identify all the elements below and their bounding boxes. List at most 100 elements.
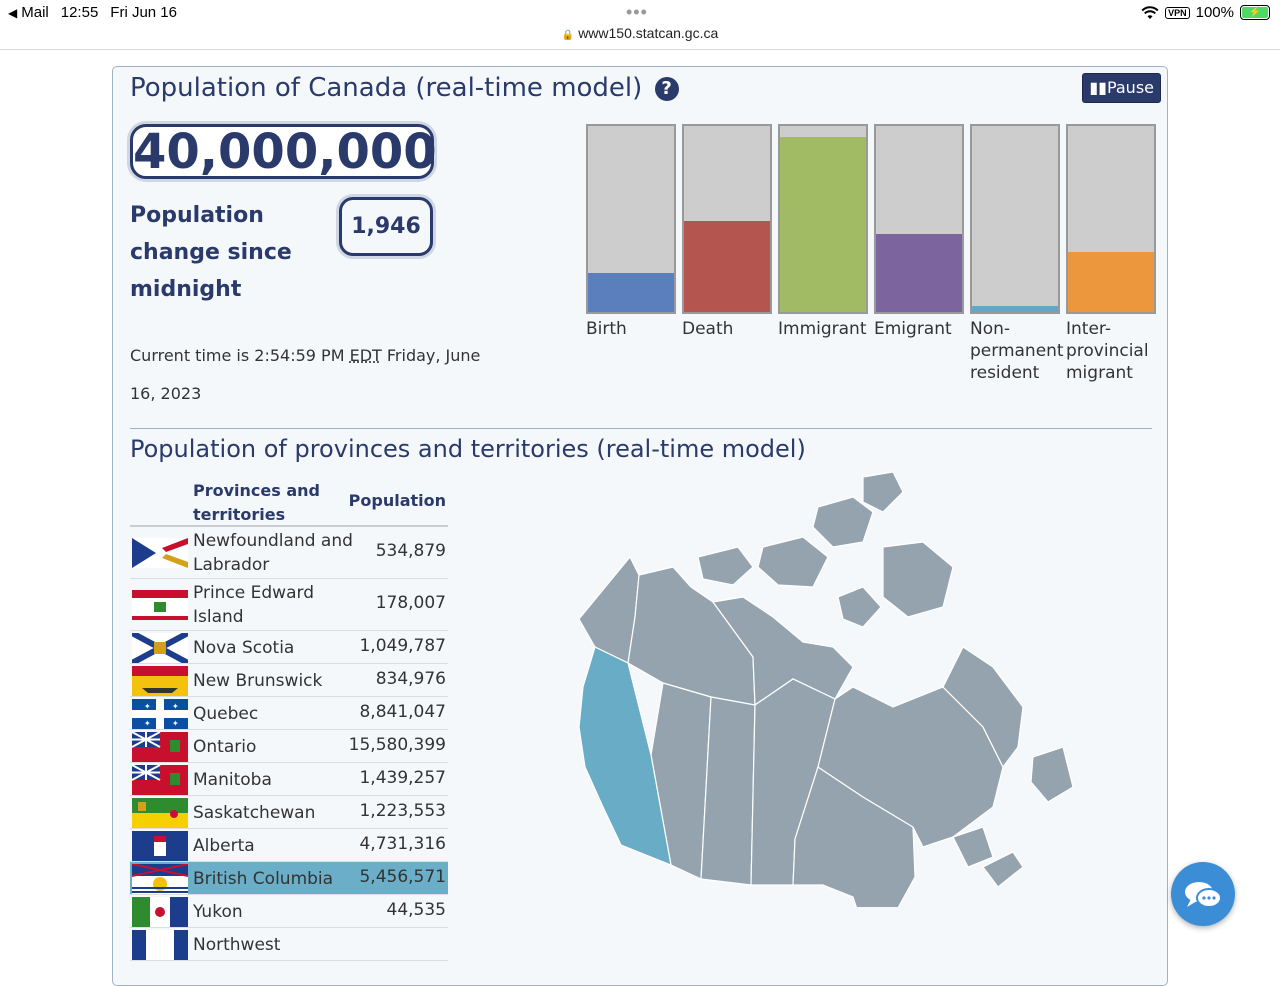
component-bar-4 (970, 124, 1060, 314)
alberta-flag-icon (132, 830, 188, 861)
svg-text:✦: ✦ (172, 702, 179, 711)
province-name: Ontario (193, 737, 257, 757)
province-name: Newfoundland and Labrador (193, 531, 353, 575)
map-arctic-islands-1 (757, 536, 829, 588)
component-bar-label: Inter-provincial migrant (1066, 319, 1149, 383)
back-arrow-icon[interactable]: ◀ (8, 5, 18, 20)
current-time: Current time is 2:54:59 PM EDT Friday, J… (130, 337, 510, 413)
map-arctic-islands-2 (812, 496, 874, 548)
map-alberta (650, 682, 712, 880)
time-prefix: Current time is 2:54:59 PM (130, 346, 345, 365)
province-name: Manitoba (193, 770, 272, 790)
province-population: 834,976 (375, 669, 446, 689)
table-row[interactable]: Manitoba 1,439,257 (130, 763, 448, 796)
province-population: 1,223,553 (359, 801, 446, 821)
table-row[interactable]: Saskatchewan 1,223,553 (130, 796, 448, 829)
map-nunavut (711, 596, 854, 707)
province-population: 15,580,399 (348, 735, 446, 755)
provinces-section-title: Population of provinces and territories … (130, 435, 806, 463)
map-arctic-islands-5 (697, 546, 754, 586)
help-icon[interactable]: ? (654, 77, 679, 101)
component-bar-fill (588, 272, 674, 312)
table-row[interactable]: ✦ ✦ ✦ ✦ Quebec 8,841,047 (130, 697, 448, 730)
svg-text:✦: ✦ (144, 702, 151, 711)
ontario-flag-icon (131, 730, 188, 762)
lock-icon: 🔒 (561, 30, 575, 41)
province-name: Yukon (193, 902, 243, 922)
yukon-flag-icon (132, 896, 188, 927)
time-suffix: Friday, June 16, 2023 (130, 346, 481, 403)
pause-button[interactable]: ▮▮Pause (1082, 73, 1161, 103)
component-bar-label: Non-permanent resident (970, 319, 1064, 383)
col-header-population: Population (348, 491, 446, 510)
more-dots-icon[interactable]: ••• (626, 2, 648, 22)
url-text: www150.statcan.gc.ca (578, 25, 719, 41)
quebec-flag-icon: ✦ ✦ ✦ ✦ (132, 698, 188, 729)
component-bar-label: Emigrant (874, 319, 952, 339)
component-bar-5 (1066, 124, 1156, 314)
province-name: Quebec (193, 704, 259, 724)
saskatchewan-flag-icon (132, 797, 188, 828)
component-bar-fill (876, 233, 962, 312)
svg-text:✦: ✦ (172, 719, 179, 728)
component-bar-2 (778, 124, 868, 314)
province-population: 5,456,571 (359, 867, 446, 887)
component-bar-label: Birth (586, 319, 627, 339)
table-row[interactable]: Newfoundland and Labrador 534,879 (130, 527, 448, 579)
province-population: 178,007 (375, 593, 446, 613)
province-population: 4,731,316 (359, 834, 446, 854)
clock: 12:55 (60, 4, 99, 21)
table-row[interactable]: Prince Edward Island 178,007 (130, 579, 448, 631)
table-row[interactable]: British Columbia 5,456,571 (130, 862, 448, 895)
manitoba-flag-icon (131, 763, 188, 795)
province-population: 1,049,787 (359, 636, 446, 656)
province-name: Prince Edward Island (193, 583, 314, 627)
wifi-icon (1141, 5, 1159, 19)
nova-scotia-flag-icon (130, 629, 190, 666)
province-population: 1,439,257 (359, 768, 446, 788)
section-divider (130, 428, 1152, 429)
table-row[interactable]: Alberta 4,731,316 (130, 829, 448, 862)
new-brunswick-flag-icon (132, 665, 188, 696)
battery-icon: ⚡ (1240, 5, 1270, 20)
ios-status-bar: ◀ Mail 12:55 Fri Jun 16 ••• 🔒 www150.stat… (0, 0, 1280, 50)
total-population-counter: 40,000,000 (130, 124, 437, 179)
province-population: 534,879 (375, 541, 446, 561)
chat-button[interactable] (1171, 862, 1235, 926)
table-header: Provinces and territories Population (130, 475, 448, 527)
svg-text:✦: ✦ (144, 719, 151, 728)
province-name: British Columbia (193, 869, 334, 889)
component-bar-fill (1068, 252, 1154, 312)
back-to-app-link[interactable]: Mail (21, 4, 49, 21)
canada-map[interactable] (563, 467, 1083, 907)
table-row[interactable]: Yukon 44,535 (130, 895, 448, 928)
province-name: Saskatchewan (193, 803, 316, 823)
component-bar-fill (780, 137, 866, 312)
map-arctic-islands-3 (882, 541, 954, 618)
province-name: Alberta (193, 836, 255, 856)
table-row[interactable]: New Brunswick 834,976 (130, 664, 448, 697)
status-left: ◀ Mail 12:55 Fri Jun 16 (8, 4, 177, 21)
table-row[interactable]: Ontario 15,580,399 (130, 730, 448, 763)
table-row[interactable]: Northwest (130, 928, 448, 961)
provinces-table: Provinces and territories Population New… (130, 475, 448, 961)
component-bar-fill (972, 306, 1058, 312)
vpn-badge: VPN (1165, 6, 1190, 19)
pei-flag-icon (132, 590, 188, 620)
nwt-flag-icon (132, 929, 188, 960)
component-bar-label: Immigrant (778, 319, 867, 339)
component-bar-1 (682, 124, 772, 314)
map-british-columbia (578, 646, 672, 866)
date: Fri Jun 16 (110, 4, 177, 21)
battery-percent: 100% (1195, 4, 1234, 21)
panel-title: Population of Canada (real-time model) ? (130, 73, 679, 103)
component-bar-0 (586, 124, 676, 314)
province-population: 44,535 (386, 900, 446, 920)
table-row[interactable]: Nova Scotia 1,049,787 (130, 629, 448, 666)
province-name: Nova Scotia (193, 638, 295, 658)
map-nova-scotia (982, 851, 1024, 888)
table-body: Newfoundland and Labrador 534,879 Prince E… (130, 527, 448, 961)
map-labrador (942, 646, 1024, 769)
time-zone-abbr[interactable]: EDT (349, 346, 382, 365)
address-bar[interactable]: 🔒 www150.statcan.gc.ca (0, 25, 1280, 41)
